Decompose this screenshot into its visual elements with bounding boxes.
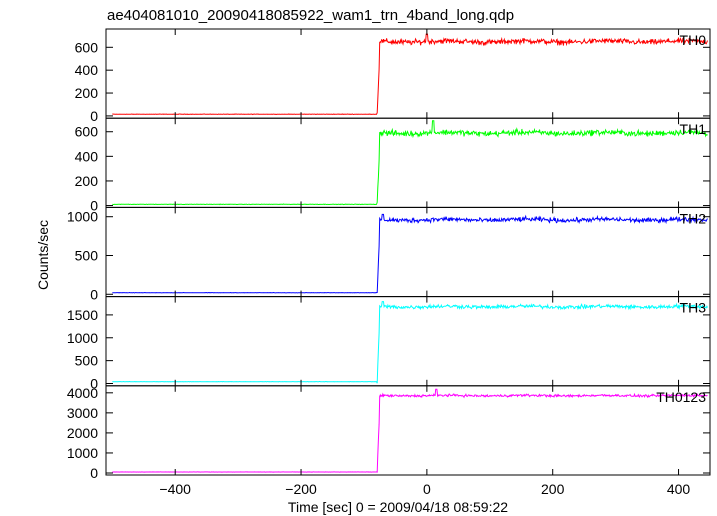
y-tick-label: 1000 [67,209,98,225]
series-line-th3 [112,301,708,384]
series-line-th1 [112,120,708,206]
y-tick-label: 600 [75,39,99,55]
series-label-th1: TH1 [680,121,707,137]
panel-th2: 0 500 1000 TH2 [67,206,711,302]
x-tick-label: −400 [159,481,191,497]
y-axis-title: Counts/sec [35,220,51,290]
series-line-th0 [112,33,708,116]
y-tick-label: 0 [90,108,98,124]
panel-frame [105,385,711,476]
y-tick-label: 400 [75,148,99,164]
series-label-th3: TH3 [680,300,707,316]
y-tick-label: 1000 [67,330,98,346]
x-axis-title: Time [sec] 0 = 2009/04/18 08:59:22 [288,499,508,515]
y-tick-label: 500 [75,247,99,263]
series-line-th2 [112,213,708,294]
x-axis: −400 −200 0 200 400 [159,481,690,497]
series-label-th0: TH0 [680,32,707,48]
y-tick-label: 3000 [67,405,98,421]
panel-th1: 0 200 400 600 TH1 [75,117,711,214]
y-tick-label: 600 [75,124,99,140]
y-tick-label: 200 [75,173,99,189]
y-tick-label: 500 [75,353,99,369]
y-tick-label: 0 [90,286,98,302]
y-tick-label: 4000 [67,385,98,401]
y-tick-label: 400 [75,62,99,78]
chart-title: ae404081010_20090418085922_wam1_trn_4ban… [107,7,514,24]
x-tick-label: −200 [285,481,317,497]
y-tick-label: 0 [90,198,98,214]
y-tick-label: 0 [90,376,98,392]
x-tick-label: 400 [667,481,691,497]
panel-frame [105,296,711,387]
y-tick-label: 200 [75,85,99,101]
y-tick-label: 2000 [67,425,98,441]
x-tick-label: 200 [541,481,565,497]
series-line-th0123 [112,388,708,473]
panel-th0123: 0 1000 2000 3000 4000 TH0123 [67,385,711,481]
y-tick-label: 1500 [67,307,98,323]
series-label-th0123: TH0123 [656,389,706,405]
panel-th0: 0 200 400 600 TH0 [75,28,711,124]
panel-th3: 0 500 1000 1500 TH3 [67,296,711,392]
series-label-th2: TH2 [680,210,707,226]
x-tick-label: 0 [423,481,431,497]
y-tick-label: 1000 [67,445,98,461]
panels: 0 200 400 600 TH0 0 200 400 600 TH1 0 500 1000 TH2 0 50… [67,28,711,481]
y-tick-label: 0 [90,465,98,481]
